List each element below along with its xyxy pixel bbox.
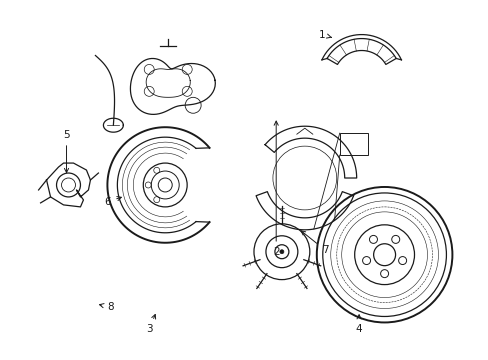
Text: 3: 3: [146, 315, 155, 334]
Text: 2: 2: [272, 121, 279, 257]
Text: 4: 4: [355, 315, 362, 334]
Text: 1: 1: [319, 30, 331, 40]
Text: 6: 6: [104, 197, 121, 207]
Text: 8: 8: [100, 302, 114, 312]
Circle shape: [279, 250, 284, 254]
Text: 5: 5: [63, 130, 70, 172]
Text: 7: 7: [301, 231, 327, 255]
